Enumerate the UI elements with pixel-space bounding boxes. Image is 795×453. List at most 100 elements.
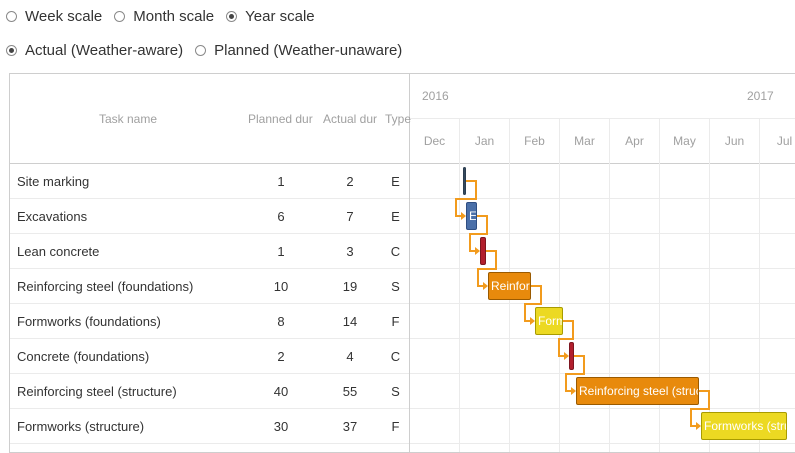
radio-label: Week scale [25,8,103,25]
actual-duration-cell: 19 [342,279,358,294]
task-bar-excavations[interactable]: E [466,202,477,230]
task-bar-label: Formworks (stru [704,419,787,433]
task-name-cell: Concrete (foundations) [17,349,150,364]
mode-radio-group: Actual (Weather-aware) Planned (Weather-u… [6,42,414,59]
radio-button[interactable] [114,11,126,22]
month-scale: Dec Jan Feb Mar Apr May Jun Jul [410,119,795,164]
scale-option-year-scale[interactable]: Year scale [226,8,315,25]
timeline-row-line [410,233,795,234]
planned-duration-cell: 30 [273,419,289,434]
task-name-cell: Lean concrete [17,244,100,259]
task-name-cell: Reinforcing steel (structure) [17,384,177,399]
planned-duration-cell: 2 [277,349,285,364]
timeline-row-line [410,408,795,409]
radio-label: Actual (Weather-aware) [25,42,184,59]
planned-duration-cell: 10 [273,279,289,294]
planned-duration-cell: 1 [277,174,285,189]
month-cell-jun: Jun [710,119,760,164]
task-bar-reinforcing-steel-foundations[interactable]: Reinforc [488,272,531,300]
task-row[interactable]: Reinforcing steel (foundations) 10 19 S [10,269,409,304]
radio-button[interactable] [195,45,207,56]
task-bar-formworks-foundations[interactable]: Form [535,307,563,335]
header-actual-dur[interactable]: Actual dur [323,112,378,126]
timeline-row-line [410,338,795,339]
scale-radio-group: Week scale Month scale Year scale [6,8,327,25]
task-bar-label: Form [538,314,562,328]
task-bar-lean-concrete[interactable] [480,237,486,265]
planned-duration-cell: 1 [277,244,285,259]
radio-label: Month scale [133,8,215,25]
month-cell-jul: Jul [760,119,795,164]
timeline-row-line [410,303,795,304]
actual-duration-cell: 4 [346,349,354,364]
actual-duration-cell: 3 [346,244,354,259]
task-row[interactable]: Formworks (structure) 30 37 F [10,409,409,444]
month-cell-may: May [660,119,710,164]
task-row[interactable]: Excavations 6 7 E [10,199,409,234]
actual-duration-cell: 2 [346,174,354,189]
type-cell: S [391,279,400,294]
task-name-cell: Formworks (structure) [17,419,145,434]
type-cell: C [390,244,401,259]
type-cell: E [391,174,400,189]
planned-duration-cell: 40 [273,384,289,399]
mode-option-planned-weather-unaware[interactable]: Planned (Weather-unaware) [195,42,402,59]
scale-option-month-scale[interactable]: Month scale [114,8,214,25]
task-row[interactable]: Reinforcing steel (structure) 40 55 S [10,374,409,409]
month-cell-mar: Mar [560,119,610,164]
task-bar-concrete-foundations[interactable] [569,342,574,370]
task-row[interactable]: Site marking 1 2 E [10,164,409,199]
gantt-chart: Task name Planned dur Actual dur Type Si… [9,73,795,453]
scale-option-week-scale[interactable]: Week scale [6,8,102,25]
actual-duration-cell: 7 [346,209,354,224]
year-label-2016: 2016 [422,89,449,103]
timeline-row-line [410,268,795,269]
task-name-cell: Site marking [17,174,90,189]
actual-duration-cell: 37 [342,419,358,434]
type-cell: S [391,384,400,399]
header-type[interactable]: Type [385,112,412,126]
task-row[interactable]: Lean concrete 1 3 C [10,234,409,269]
timeline-column-line [459,164,460,452]
month-cell-dec: Dec [410,119,460,164]
task-bar-label: E [469,209,477,223]
task-bar-label: Reinforc [491,279,530,293]
radio-button[interactable] [6,45,17,56]
year-label-2017: 2017 [747,89,774,103]
header-planned-dur[interactable]: Planned dur [248,112,313,126]
type-cell: F [391,314,400,329]
timeline-column-line [509,164,510,452]
task-grid: Task name Planned dur Actual dur Type Si… [10,74,412,452]
actual-duration-cell: 14 [342,314,358,329]
type-cell: C [390,349,401,364]
month-cell-jan: Jan [460,119,510,164]
timeline-column-line [709,164,710,452]
radio-label: Planned (Weather-unaware) [214,42,403,59]
task-bar-label: Reinforcing steel (struc [579,384,699,398]
actual-duration-cell: 55 [342,384,358,399]
mode-option-actual-weather-aware[interactable]: Actual (Weather-aware) [6,42,183,59]
planned-duration-cell: 8 [277,314,285,329]
timeline-column-line [759,164,760,452]
timeline-row-line [410,373,795,374]
radio-button[interactable] [6,11,17,22]
month-cell-feb: Feb [510,119,560,164]
task-bar-formworks-structure[interactable]: Formworks (stru [701,412,787,440]
task-name-cell: Excavations [17,209,88,224]
task-bar-reinforcing-steel-structure[interactable]: Reinforcing steel (struc [576,377,699,405]
grid-header: Task name Planned dur Actual dur Type [10,74,412,164]
type-cell: F [391,419,400,434]
header-task-name[interactable]: Task name [99,112,158,126]
month-cell-apr: Apr [610,119,660,164]
radio-button[interactable] [226,11,238,22]
year-scale: 2016 2017 [410,74,795,119]
radio-label: Year scale [245,8,315,25]
planned-duration-cell: 6 [277,209,285,224]
task-bar-site-marking[interactable] [463,167,466,195]
type-cell: E [391,209,400,224]
timeline-column-line [609,164,610,452]
task-name-cell: Formworks (foundations) [17,314,161,329]
task-name-cell: Reinforcing steel (foundations) [17,279,194,294]
task-row[interactable]: Concrete (foundations) 2 4 C [10,339,409,374]
task-row[interactable]: Formworks (foundations) 8 14 F [10,304,409,339]
